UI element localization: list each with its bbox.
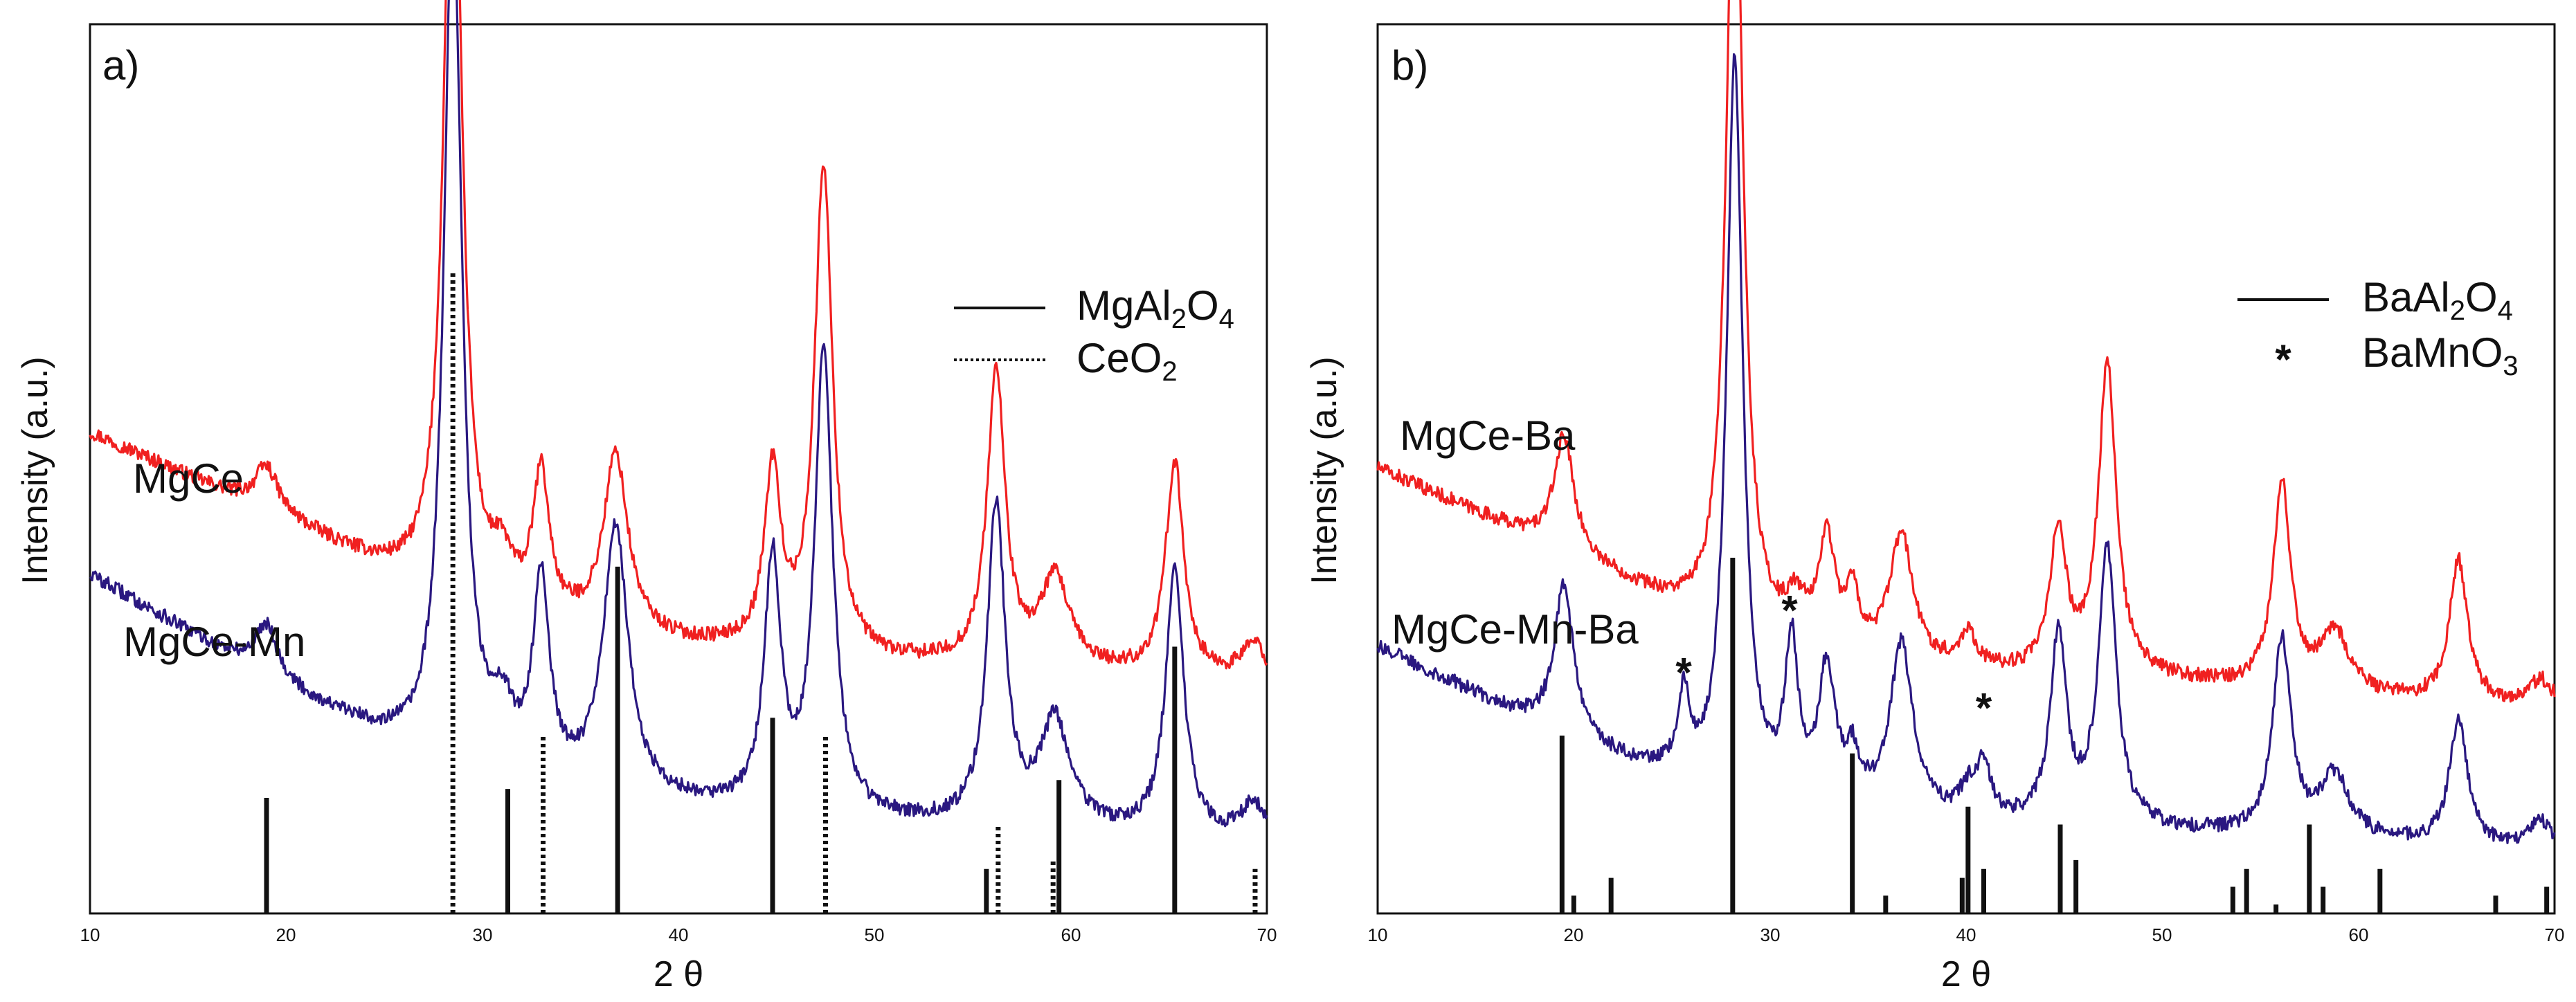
legend-label-ceo2: CeO2 [1077, 335, 1178, 387]
reference-lines-b [1559, 558, 2550, 913]
x-tick-label: 20 [1564, 924, 1584, 945]
series-label-mgce-mn-ba: MgCe-Mn-Ba [1391, 606, 1639, 653]
x-tick-label: 30 [473, 924, 493, 945]
x-ticks-b: 10 20 30 40 50 60 70 [1368, 924, 2565, 945]
series-line-mgce-mn-ba [1376, 53, 2556, 844]
series-label-mgce-mn: MgCe-Mn [123, 619, 305, 665]
x-tick-label: 40 [1956, 924, 1976, 945]
x-tick-label: 40 [669, 924, 689, 945]
bamno3-star-marker: * [1675, 649, 1692, 695]
x-tick-label: 60 [1061, 924, 1081, 945]
x-axis-title-a: 2 θ [654, 954, 703, 994]
legend-b: BaAl2O4 * BaMnO3 [2237, 274, 2519, 383]
x-tick-label: 60 [2349, 924, 2369, 945]
bamno3-star-marker: * [1976, 685, 1992, 731]
reference-lines-a [264, 273, 1258, 913]
series-label-mgce: MgCe [133, 455, 244, 502]
legend-label-mgal2o4: MgAl2O4 [1077, 282, 1234, 334]
panel-a: a) 10 20 30 40 50 60 70 2 θ Intensity (a… [15, 0, 1277, 994]
x-tick-label: 70 [2545, 924, 2565, 945]
panel-letter-a: a) [102, 42, 139, 89]
bamno3-star-marker: * [1781, 587, 1798, 633]
x-tick-label: 10 [1368, 924, 1388, 945]
legend-label-baal2o4: BaAl2O4 [2362, 274, 2513, 326]
y-axis-title-a: Intensity (a.u.) [15, 356, 55, 584]
series-line-mgce-ba [1376, 0, 2556, 703]
series-line-mgce-mn [89, 0, 1268, 828]
legend-star-symbol: * [2275, 336, 2291, 383]
series-label-mgce-ba: MgCe-Ba [1400, 412, 1576, 459]
bamno3-markers: * * * [1675, 587, 1992, 731]
x-ticks-a: 10 20 30 40 50 60 70 [80, 924, 1277, 945]
series-line-mgce [89, 0, 1268, 670]
x-tick-label: 50 [865, 924, 885, 945]
panel-letter-b: b) [1391, 42, 1428, 89]
x-tick-label: 70 [1257, 924, 1277, 945]
y-axis-title-b: Intensity (a.u.) [1304, 356, 1344, 584]
legend-a: MgAl2O4 CeO2 [954, 282, 1234, 387]
x-tick-label: 50 [2152, 924, 2172, 945]
plot-frame-a [89, 23, 1268, 915]
x-axis-title-b: 2 θ [1941, 954, 1991, 994]
panel-b: b) 10 20 30 40 50 60 70 2 θ Intensity (a… [1304, 0, 2564, 994]
x-tick-label: 20 [276, 924, 296, 945]
x-tick-label: 10 [80, 924, 100, 945]
legend-label-bamno3: BaMnO3 [2362, 329, 2519, 381]
x-tick-label: 30 [1760, 924, 1781, 945]
